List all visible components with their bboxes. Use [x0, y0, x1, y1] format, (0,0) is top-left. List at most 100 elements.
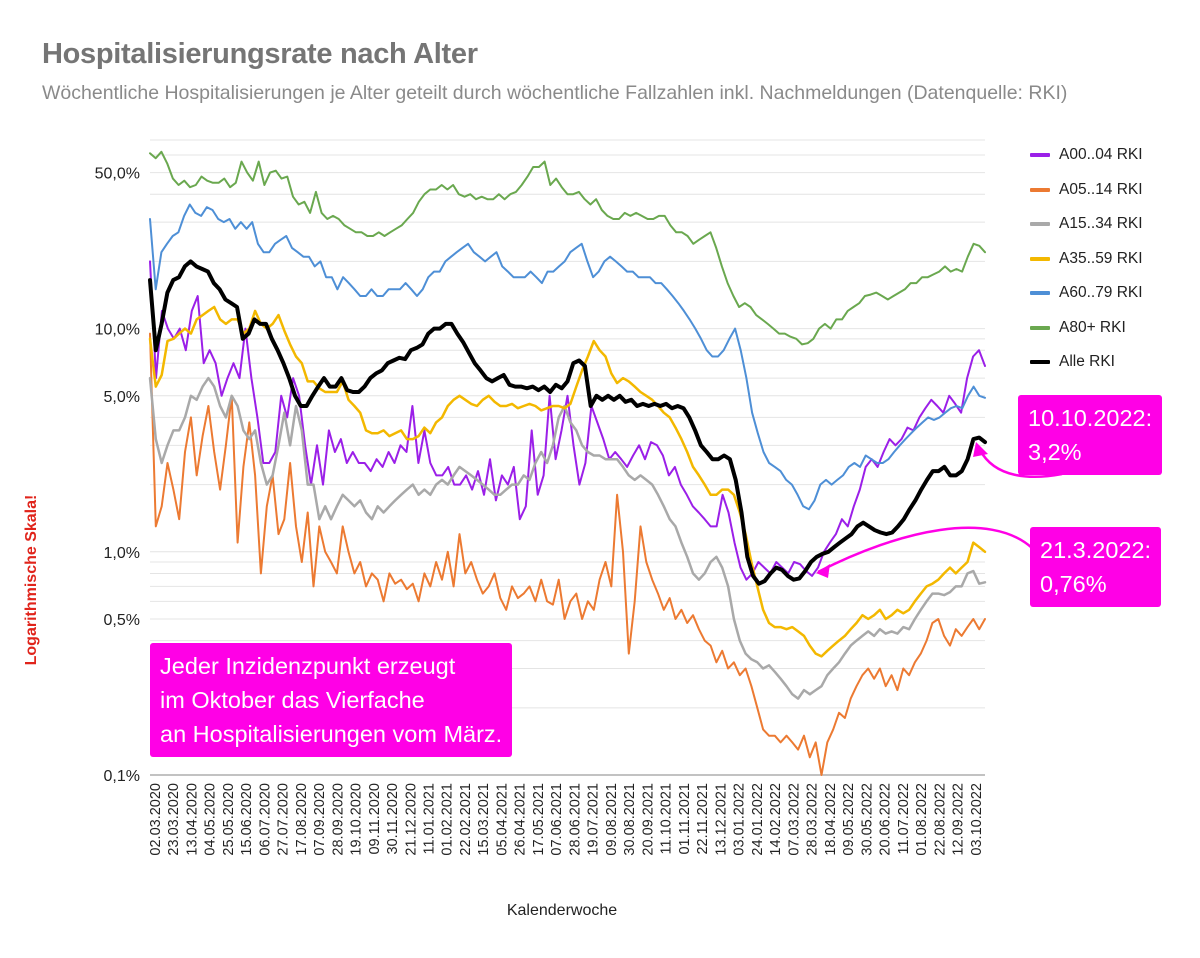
x-tick-label: 14.02.2022	[768, 783, 784, 856]
grid-layer	[150, 139, 985, 776]
x-tick-label: 26.04.2021	[513, 783, 529, 856]
legend-label: A80+ RKI	[1059, 318, 1126, 336]
annotation-line: 10.10.2022:	[1028, 405, 1153, 431]
legend-swatch	[1030, 291, 1050, 296]
series-layer	[148, 150, 987, 776]
y-tick-label: 10,0%	[95, 322, 140, 339]
x-tick-label: 15.03.2021	[476, 783, 492, 856]
annotation-line: 3,2%	[1028, 439, 1082, 465]
x-tick-label: 30.08.2021	[622, 783, 638, 856]
x-tick-label: 01.11.2021	[677, 783, 693, 855]
x-tick-label: 22.11.2021	[695, 783, 711, 855]
x-tick-label: 21.12.2020	[403, 783, 419, 856]
annotation-october-note: 10.10.2022: 3,2%	[1018, 395, 1163, 475]
annotation-arrows	[816, 442, 1063, 578]
series-line-a00-04-rki	[149, 260, 986, 581]
x-tick-label: 11.01.2021	[421, 783, 437, 855]
arrow-march-line	[817, 526, 1033, 574]
x-tick-label: 17.05.2021	[531, 783, 547, 856]
x-tick-label: 20.09.2021	[640, 783, 656, 856]
x-tick-label: 09.08.2021	[604, 783, 620, 856]
x-tick-label: 04.05.2020	[203, 783, 219, 856]
legend: A00..04 RKI A05..14 RKI A15..34 RKI A35.…	[1030, 138, 1143, 380]
x-tick-label: 25.05.2020	[221, 783, 237, 856]
y-axis-label: Logarithmische Skala!	[23, 494, 40, 666]
x-tick-label: 15.06.2020	[239, 783, 255, 856]
arrow-march-head	[816, 564, 830, 578]
series-line-alle-rki	[148, 259, 987, 586]
y-tick-label: 5,0%	[104, 389, 140, 406]
x-tick-label: 19.10.2020	[349, 783, 365, 856]
x-tick-labels: 02.03.2020 23.03.2020 13.04.2020 04.05.2020…	[148, 783, 985, 856]
legend-swatch	[1030, 360, 1050, 365]
legend-label: A35..59 RKI	[1059, 249, 1143, 267]
x-tick-label: 18.04.2022	[823, 783, 839, 856]
chart-subtitle: Wöchentliche Hospitalisierungen je Alter…	[42, 82, 1068, 104]
legend-swatch	[1030, 187, 1050, 192]
series-line-a80-rki	[149, 150, 986, 346]
x-tick-label: 01.02.2021	[440, 783, 456, 856]
x-tick-label: 05.04.2021	[494, 783, 510, 856]
x-tick-label: 28.03.2022	[805, 783, 821, 856]
legend-item-a60-79: A60..79 RKI	[1030, 276, 1143, 311]
x-tick-label: 13.04.2020	[184, 783, 200, 856]
legend-swatch	[1030, 222, 1050, 227]
x-tick-label: 07.06.2021	[549, 783, 565, 856]
x-tick-label: 09.11.2020	[367, 783, 383, 855]
x-tick-label: 02.03.2020	[148, 783, 164, 856]
arrow-october-head	[973, 442, 988, 457]
arrow-october-line	[978, 449, 1063, 479]
x-tick-label: 11.10.2021	[659, 783, 675, 855]
y-tick-label: 1,0%	[104, 545, 140, 562]
annotation-line: an Hospitalisierungen vom März.	[160, 721, 503, 747]
chart-title: Hospitalisierungsrate nach Alter	[42, 38, 478, 70]
annotation-line: 21.3.2022:	[1040, 537, 1152, 563]
x-tick-label: 23.03.2020	[166, 783, 182, 856]
legend-item-a80plus: A80+ RKI	[1030, 311, 1143, 346]
x-tick-label: 11.07.2022	[896, 783, 912, 855]
annotation-line: Jeder Inzidenzpunkt erzeugt	[160, 653, 456, 679]
legend-swatch	[1030, 325, 1050, 330]
y-tick-label: 0,1%	[104, 768, 140, 785]
legend-item-a15-34: A15..34 RKI	[1030, 207, 1143, 242]
x-tick-label: 28.06.2021	[567, 783, 583, 856]
x-tick-label: 24.01.2022	[750, 783, 766, 856]
legend-item-a00-04: A00..04 RKI	[1030, 138, 1143, 173]
x-tick-label: 07.09.2020	[312, 783, 328, 856]
y-tick-labels: 0,1% 0,5% 1,0% 5,0% 10,0% 50,0%	[95, 166, 140, 785]
x-tick-label: 06.07.2020	[257, 783, 273, 856]
x-tick-label: 27.07.2020	[276, 783, 292, 856]
annotation-march-note: 21.3.2022: 0,76%	[1030, 527, 1162, 607]
x-tick-label: 22.08.2022	[932, 783, 948, 856]
legend-label: A60..79 RKI	[1059, 284, 1143, 302]
legend-label: Alle RKI	[1059, 353, 1115, 371]
legend-swatch	[1030, 153, 1050, 158]
x-tick-label: 30.05.2022	[859, 783, 875, 856]
y-tick-label: 50,0%	[95, 166, 140, 183]
series-line-a35-59-rki	[148, 305, 987, 658]
x-tick-label: 03.10.2022	[969, 783, 985, 856]
legend-item-a05-14: A05..14 RKI	[1030, 173, 1143, 208]
x-tick-label: 22.02.2021	[458, 783, 474, 856]
series-line-a60-79-rki	[149, 203, 986, 511]
x-tick-label: 09.05.2022	[841, 783, 857, 856]
x-axis-label: Kalenderwoche	[506, 902, 618, 919]
legend-label: A15..34 RKI	[1059, 215, 1143, 233]
annotation-line: im Oktober das Vierfache	[160, 687, 425, 713]
series-line-a05-14-rki	[149, 332, 986, 776]
annotation-main-note: Jeder Inzidenzpunkt erzeugt im Oktober d…	[150, 643, 513, 757]
x-tick-label: 07.03.2022	[786, 783, 802, 856]
legend-label: A05..14 RKI	[1059, 180, 1143, 198]
x-tick-label: 03.01.2022	[732, 783, 748, 856]
x-tick-label: 01.08.2022	[914, 783, 930, 856]
legend-swatch	[1030, 256, 1050, 261]
legend-label: A00..04 RKI	[1059, 146, 1143, 164]
y-tick-label: 0,5%	[104, 612, 140, 629]
legend-item-a35-59: A35..59 RKI	[1030, 242, 1143, 277]
x-tick-label: 28.09.2020	[330, 783, 346, 856]
x-tick-label: 12.09.2022	[951, 783, 967, 856]
legend-item-alle: Alle RKI	[1030, 345, 1143, 380]
x-tick-label: 30.11.2020	[385, 783, 401, 855]
